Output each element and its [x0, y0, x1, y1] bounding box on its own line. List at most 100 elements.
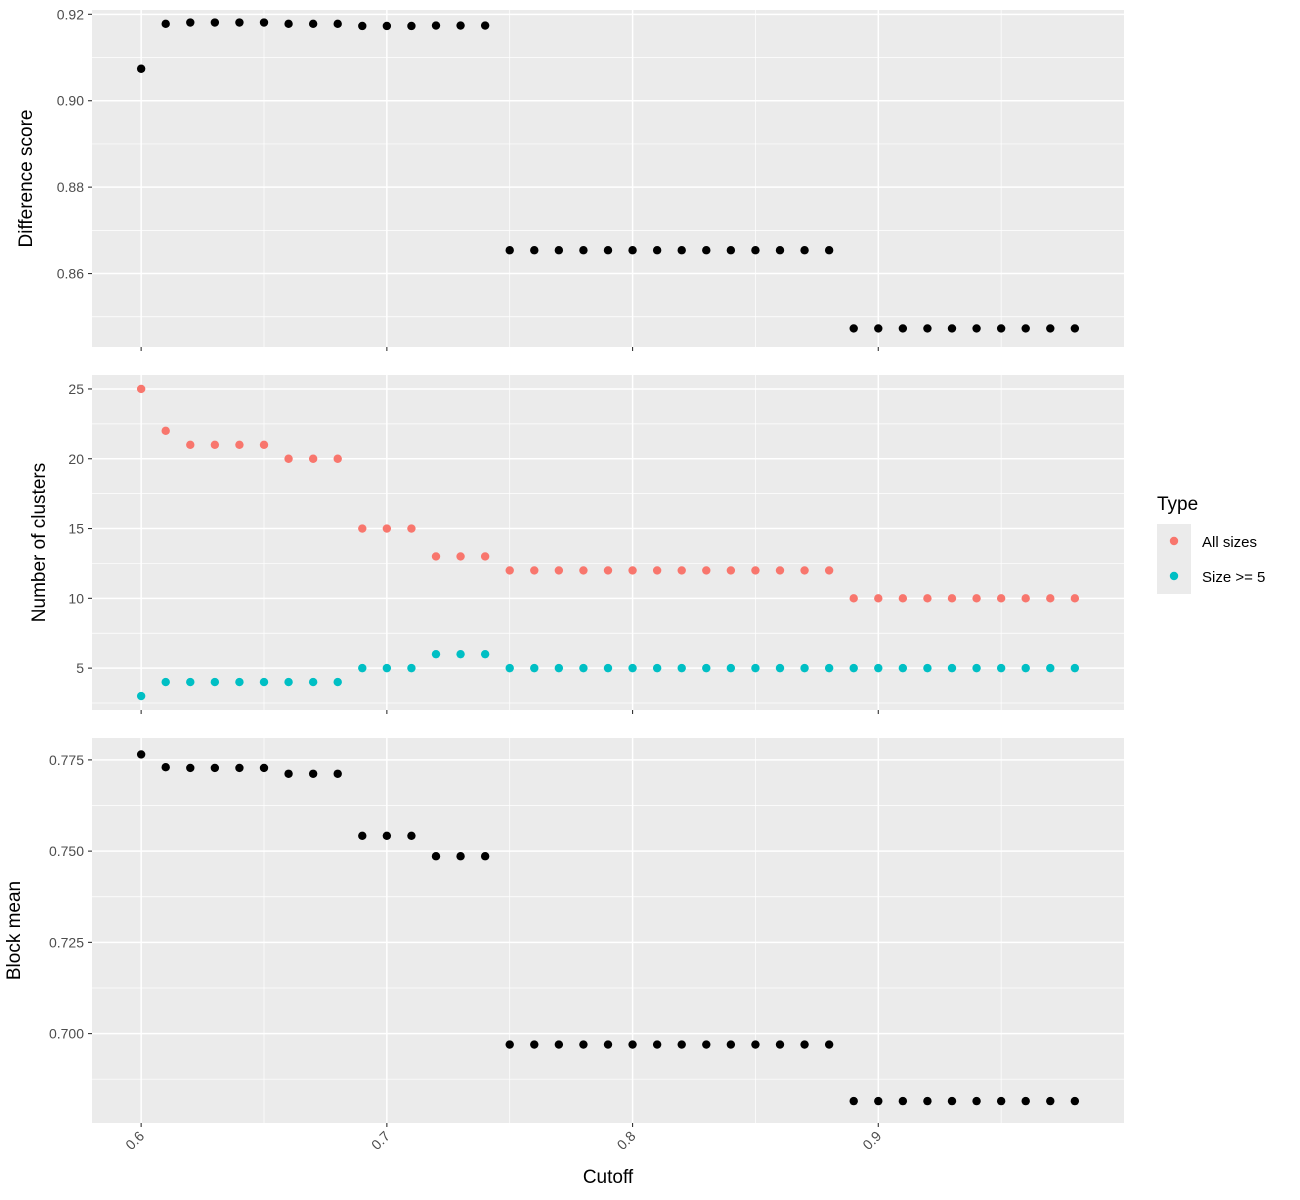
data-point [284, 769, 293, 778]
data-point [1021, 1096, 1030, 1106]
data-point [579, 246, 588, 255]
data-point [603, 663, 613, 673]
data-point [1070, 663, 1080, 673]
data-point [505, 246, 514, 255]
data-point [259, 18, 269, 27]
data-point [530, 1040, 539, 1049]
data-point [972, 663, 981, 673]
data-point [628, 246, 637, 255]
legend-title: Type [1157, 494, 1198, 515]
legend-items: All sizes Size >= 5 [1157, 524, 1265, 594]
data-point [382, 663, 392, 673]
data-point [628, 1040, 637, 1049]
data-point [358, 524, 367, 533]
data-point [824, 1040, 834, 1049]
data-point [726, 663, 736, 673]
data-point [800, 246, 809, 255]
data-point [407, 524, 416, 533]
data-point [161, 677, 170, 687]
y-tick-label: 25 [68, 381, 84, 397]
panel-1: 0.86 0.88 0.90 0.92 Difference score [16, 6, 1124, 351]
panels-group: 0.86 0.88 0.90 0.92 Difference score 5 10 15 20 2… [4, 6, 1124, 1127]
data-point [308, 454, 318, 463]
data-point [284, 454, 293, 463]
data-point [210, 440, 220, 449]
data-point [849, 324, 858, 333]
data-point [726, 1040, 736, 1049]
data-point [210, 763, 220, 773]
data-point [1021, 594, 1030, 603]
data-point [775, 663, 785, 673]
data-point [800, 566, 809, 575]
data-point [308, 769, 318, 778]
y-tick-label: 20 [68, 451, 84, 467]
data-point [308, 19, 318, 29]
data-point [849, 663, 858, 673]
data-point [358, 21, 367, 31]
y-tick-label: 0.700 [49, 1026, 84, 1042]
data-point [186, 18, 195, 27]
data-point [800, 1040, 809, 1049]
data-point [480, 21, 490, 30]
data-point [530, 566, 539, 575]
data-point [161, 19, 170, 29]
data-point [210, 18, 220, 27]
data-point [1070, 1096, 1080, 1106]
data-point [235, 763, 244, 773]
data-point [874, 324, 883, 333]
legend-key-marker [1169, 571, 1179, 581]
data-point [382, 831, 392, 841]
data-point [603, 566, 613, 575]
data-point [456, 552, 465, 561]
data-point [505, 1040, 514, 1049]
data-point [579, 566, 588, 575]
data-point [751, 1040, 760, 1049]
data-point [308, 677, 318, 687]
data-point [1046, 663, 1055, 673]
data-point [898, 324, 908, 333]
data-point [431, 552, 441, 561]
data-point [554, 566, 564, 575]
data-point [480, 852, 490, 861]
y-tick-label: 0.90 [57, 93, 84, 109]
data-point [1021, 663, 1030, 673]
data-point [1046, 594, 1055, 603]
data-point [456, 649, 465, 659]
data-point [1070, 324, 1080, 333]
data-point [923, 1096, 932, 1106]
data-point [358, 831, 367, 841]
data-point [1021, 324, 1030, 333]
data-point [751, 663, 760, 673]
data-point [726, 246, 736, 255]
data-point [898, 663, 908, 673]
data-point [161, 762, 170, 772]
data-point [431, 21, 441, 30]
data-point [382, 524, 392, 533]
data-point [259, 677, 269, 687]
data-point [136, 691, 146, 701]
data-point [554, 246, 564, 255]
legend: Type All sizes Size >= 5 [1157, 494, 1265, 594]
data-point [284, 19, 293, 29]
data-point [628, 663, 637, 673]
y-axis-title: Difference score [16, 110, 37, 248]
data-point [554, 1040, 564, 1049]
data-point [554, 663, 564, 673]
data-point [259, 763, 269, 773]
data-point [898, 594, 908, 603]
y-tick-label: 0.775 [49, 752, 84, 768]
legend-item-label: Size >= 5 [1202, 569, 1265, 586]
data-point [235, 677, 244, 687]
data-point [677, 246, 686, 255]
panel-background [92, 10, 1124, 347]
panel-background [92, 738, 1124, 1123]
data-point [898, 1096, 908, 1106]
data-point [456, 852, 465, 861]
data-point [923, 324, 932, 333]
panel-background [92, 375, 1124, 710]
data-point [652, 246, 662, 255]
data-point [530, 246, 539, 255]
data-point [996, 663, 1006, 673]
data-point [333, 769, 342, 778]
data-point [947, 324, 957, 333]
